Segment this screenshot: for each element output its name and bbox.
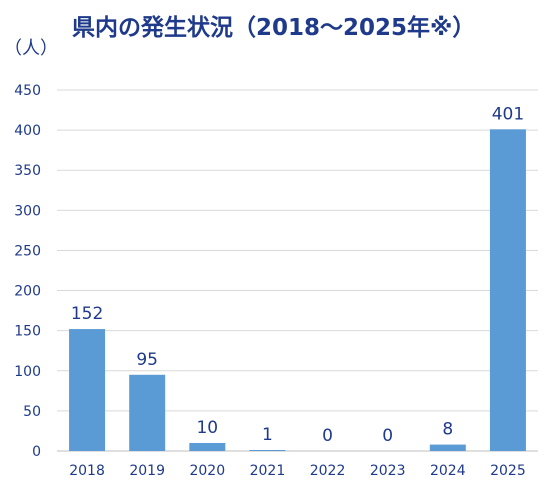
gridlines — [57, 89, 538, 452]
bar-2024 — [429, 444, 466, 451]
x-tick-label-2020: 2020 — [189, 463, 225, 479]
bar-2018 — [69, 329, 106, 451]
bar-2025 — [489, 129, 526, 451]
bar-2019 — [129, 374, 166, 451]
y-tick-label: 300 — [14, 203, 41, 219]
x-tick-label-2018: 2018 — [69, 463, 105, 479]
data-label-2019: 95 — [136, 350, 158, 370]
data-label-2020: 10 — [196, 418, 218, 438]
y-tick-label: 450 — [14, 83, 41, 99]
x-tick-label-2022: 2022 — [310, 463, 346, 479]
x-tick-label-2019: 2019 — [129, 463, 165, 479]
bar-2020 — [189, 442, 226, 451]
y-tick-label: 250 — [14, 243, 41, 259]
y-tick-label: 350 — [14, 163, 41, 179]
y-axis-ticks: 0 50 100 150 200 250 300 350 400 450 — [14, 83, 41, 460]
data-label-2018: 152 — [71, 304, 103, 324]
bar-2021 — [249, 450, 286, 451]
data-label-2021: 1 — [262, 425, 273, 445]
data-label-2025: 401 — [492, 104, 524, 124]
data-label-2022: 0 — [322, 426, 333, 446]
x-tick-label-2021: 2021 — [250, 463, 286, 479]
y-tick-label: 200 — [14, 284, 41, 300]
data-label-2024: 8 — [442, 420, 453, 440]
x-axis-ticks: 2018 2019 2020 2021 2022 2023 2024 2025 — [69, 463, 526, 479]
y-tick-label: 0 — [32, 444, 41, 460]
y-tick-label: 150 — [14, 324, 41, 340]
y-tick-label: 100 — [14, 364, 41, 380]
chart-title: 県内の発生状況（2018～2025年※） — [72, 15, 476, 41]
data-label-2023: 0 — [382, 426, 393, 446]
x-tick-label-2024: 2024 — [430, 463, 466, 479]
x-tick-label-2025: 2025 — [490, 463, 526, 479]
y-tick-label: 50 — [23, 404, 41, 420]
x-tick-label-2023: 2023 — [370, 463, 406, 479]
bars — [69, 129, 526, 451]
y-axis-unit-label: （人） — [4, 38, 58, 59]
y-tick-label: 400 — [14, 123, 41, 139]
